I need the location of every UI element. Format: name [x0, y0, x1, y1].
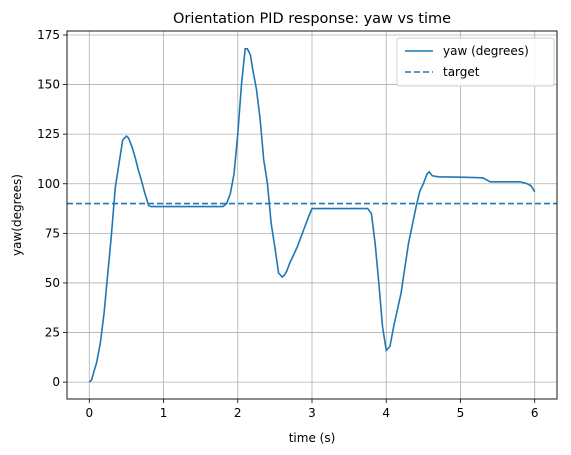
x-tick-label: 1 — [160, 406, 168, 420]
chart-title: Orientation PID response: yaw vs time — [173, 11, 451, 27]
y-tick-label: 50 — [45, 276, 60, 290]
y-tick-label: 100 — [37, 177, 60, 191]
x-tick-label: 5 — [457, 406, 465, 420]
x-tick-label: 3 — [308, 406, 316, 420]
x-tick-label: 6 — [531, 406, 539, 420]
legend-box — [396, 37, 555, 87]
y-tick-label: 75 — [45, 226, 60, 240]
y-tick-label: 125 — [37, 127, 60, 141]
y-tick-label: 25 — [45, 326, 60, 340]
x-axis-ticks: 0 1 2 3 4 5 6 — [85, 399, 539, 420]
legend: yaw (degrees) target — [396, 37, 555, 87]
y-tick-label: 0 — [52, 375, 60, 389]
y-axis-label: yaw(degrees) — [10, 174, 24, 256]
x-tick-label: 0 — [85, 406, 93, 420]
x-axis-label: time (s) — [289, 431, 336, 445]
legend-label-yaw: yaw (degrees) — [443, 44, 529, 58]
y-axis-ticks: 0 25 50 75 100 125 150 175 — [37, 28, 67, 389]
x-tick-label: 4 — [382, 406, 390, 420]
y-tick-label: 175 — [37, 28, 60, 42]
legend-label-target: target — [443, 65, 480, 79]
y-tick-label: 150 — [37, 78, 60, 92]
series-line-yaw — [88, 48, 536, 383]
series-layer — [67, 48, 557, 383]
x-tick-label: 2 — [234, 406, 242, 420]
